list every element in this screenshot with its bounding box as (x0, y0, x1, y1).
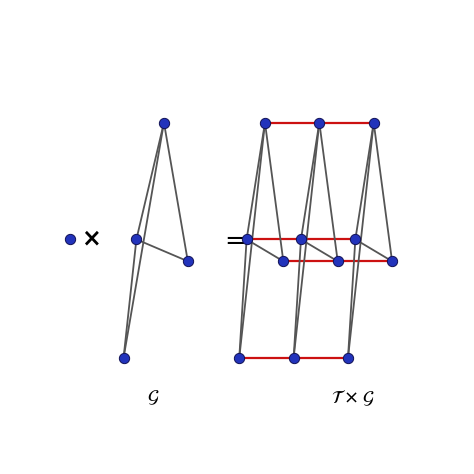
Point (316, 119, 323, 127)
Text: $\mathcal{T} \times \mathcal{G}$: $\mathcal{T} \times \mathcal{G}$ (331, 388, 375, 408)
Point (352, 236, 359, 243)
Point (243, 236, 250, 243)
Point (334, 257, 341, 265)
Text: $\mathcal{G}$: $\mathcal{G}$ (146, 389, 159, 407)
Text: $\mathbf{\times}$: $\mathbf{\times}$ (81, 228, 100, 251)
Point (120, 354, 128, 362)
Point (297, 236, 305, 243)
Point (160, 119, 168, 127)
Point (290, 354, 297, 362)
Point (184, 257, 191, 265)
Point (370, 119, 377, 127)
Point (261, 119, 269, 127)
Point (344, 354, 352, 362)
Text: $=$: $=$ (219, 227, 245, 252)
Point (133, 236, 140, 243)
Point (66, 236, 73, 243)
Point (236, 354, 243, 362)
Point (388, 257, 396, 265)
Point (280, 257, 287, 265)
